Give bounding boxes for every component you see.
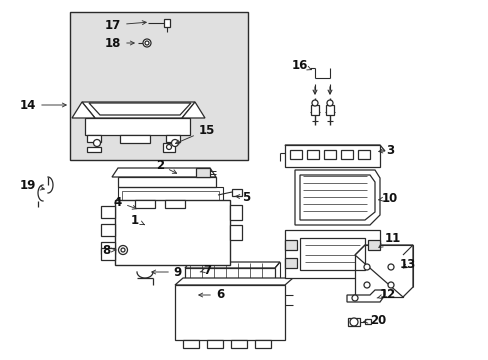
Bar	[299, 238, 364, 270]
Bar	[115, 200, 229, 265]
Circle shape	[118, 246, 127, 255]
Circle shape	[351, 295, 357, 301]
Text: 5: 5	[235, 190, 250, 203]
Text: 9: 9	[151, 266, 182, 279]
Bar	[70, 12, 247, 160]
Text: 16: 16	[291, 59, 311, 72]
Polygon shape	[354, 255, 402, 297]
Circle shape	[326, 100, 332, 106]
Text: 10: 10	[378, 192, 397, 204]
Polygon shape	[175, 285, 285, 340]
Bar	[310, 105, 318, 115]
Circle shape	[363, 264, 369, 270]
Circle shape	[387, 282, 393, 288]
Text: 2: 2	[156, 158, 176, 173]
Polygon shape	[175, 278, 292, 285]
Text: 4: 4	[114, 195, 136, 209]
Polygon shape	[285, 145, 379, 167]
Bar	[101, 242, 115, 254]
Text: 6: 6	[199, 288, 224, 302]
Polygon shape	[120, 135, 150, 143]
Circle shape	[363, 282, 369, 288]
Text: 13: 13	[399, 258, 415, 271]
Bar	[206, 340, 223, 348]
Text: 7: 7	[200, 264, 211, 276]
Circle shape	[166, 144, 171, 149]
Polygon shape	[347, 318, 359, 326]
Bar	[229, 205, 242, 220]
Polygon shape	[184, 262, 280, 268]
Polygon shape	[294, 170, 379, 225]
Bar	[289, 150, 302, 159]
Polygon shape	[354, 245, 412, 297]
Polygon shape	[82, 102, 195, 118]
Text: 20: 20	[363, 314, 386, 327]
Bar	[118, 187, 223, 257]
Bar	[254, 340, 270, 348]
Text: 19: 19	[20, 179, 44, 192]
Bar	[163, 19, 170, 27]
Bar	[135, 200, 155, 208]
Text: 8: 8	[102, 243, 116, 256]
Text: 11: 11	[378, 231, 400, 247]
Bar	[340, 150, 352, 159]
Polygon shape	[367, 240, 379, 250]
Bar	[364, 319, 370, 324]
Polygon shape	[118, 177, 216, 187]
Circle shape	[387, 264, 393, 270]
Bar	[183, 340, 199, 348]
Circle shape	[311, 100, 317, 106]
Bar	[230, 340, 246, 348]
Polygon shape	[285, 240, 296, 250]
Circle shape	[121, 248, 125, 252]
Polygon shape	[72, 102, 95, 118]
Circle shape	[142, 39, 151, 47]
Polygon shape	[196, 168, 209, 177]
Bar	[101, 224, 115, 236]
Circle shape	[171, 140, 178, 147]
Bar	[306, 150, 318, 159]
Polygon shape	[346, 290, 384, 302]
Polygon shape	[184, 268, 274, 285]
Bar	[164, 200, 184, 208]
Polygon shape	[285, 145, 384, 151]
Polygon shape	[285, 230, 379, 278]
Bar	[231, 189, 242, 196]
Bar	[101, 248, 115, 260]
Bar	[87, 135, 101, 142]
Circle shape	[93, 140, 101, 147]
Bar	[163, 143, 175, 152]
Bar	[101, 206, 115, 218]
Bar	[229, 225, 242, 240]
Text: 18: 18	[104, 36, 134, 50]
Bar	[324, 150, 335, 159]
Circle shape	[145, 41, 149, 45]
Bar	[122, 191, 219, 253]
Polygon shape	[85, 118, 190, 135]
Text: 12: 12	[376, 288, 395, 302]
Text: 17: 17	[104, 18, 146, 32]
Bar	[165, 135, 180, 142]
Text: 15: 15	[175, 123, 215, 144]
Polygon shape	[182, 102, 204, 118]
Text: 3: 3	[378, 144, 393, 157]
Polygon shape	[87, 147, 101, 152]
Bar	[357, 150, 369, 159]
Polygon shape	[285, 258, 296, 268]
Text: 14: 14	[20, 99, 66, 112]
Text: 1: 1	[131, 213, 144, 226]
Polygon shape	[112, 168, 216, 177]
Circle shape	[349, 318, 357, 326]
Bar	[325, 105, 333, 115]
